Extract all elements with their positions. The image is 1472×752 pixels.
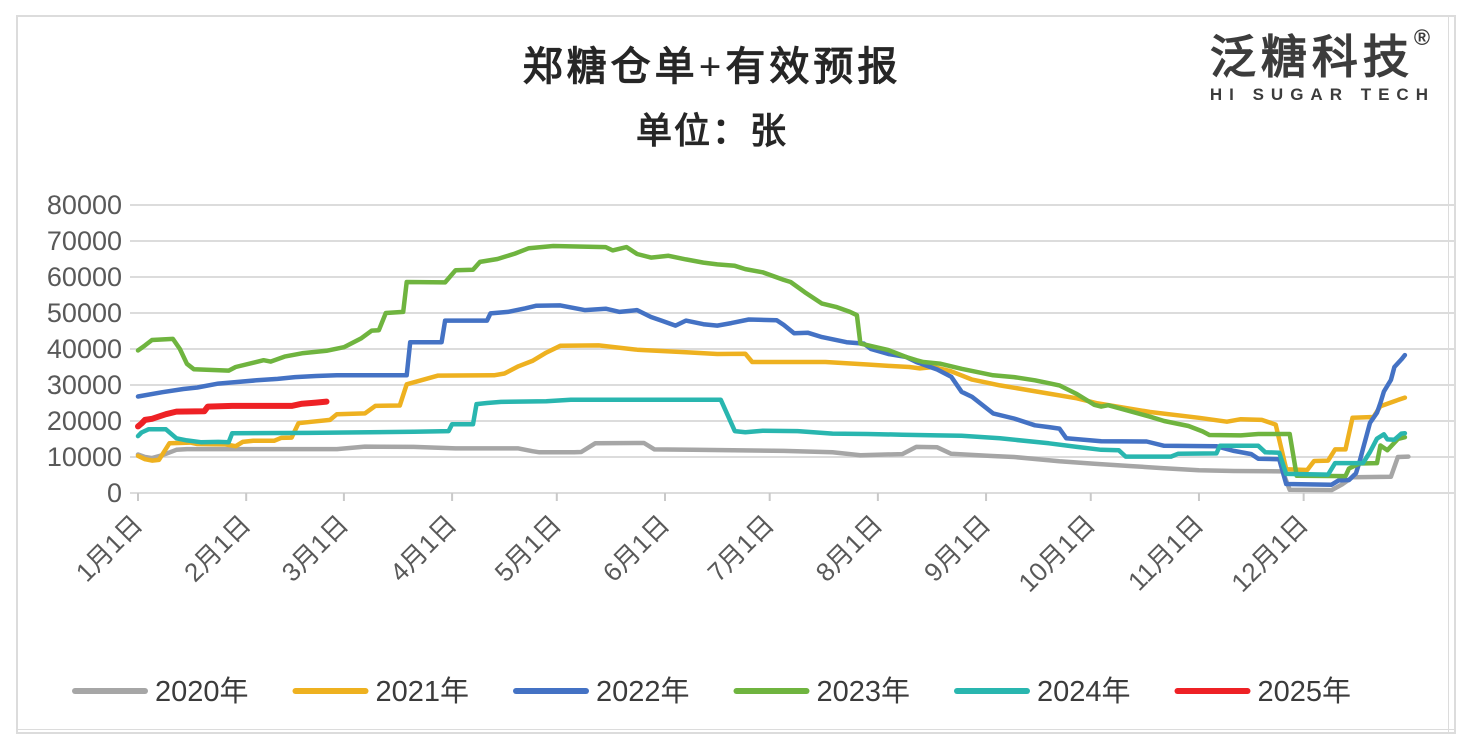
x-tick-label: 4月1日 — [384, 509, 462, 587]
series-line-2023年 — [135, 243, 1408, 479]
chart-unit-label: 单位：张 — [635, 111, 788, 151]
y-tick-label: 30000 — [47, 370, 122, 400]
x-tick-label: 3月1日 — [276, 509, 354, 587]
series-line-2024年 — [135, 397, 1408, 477]
x-tick-label: 9月1日 — [918, 509, 996, 587]
y-tick-label: 20000 — [47, 406, 122, 436]
brand-tagline: HI SUGAR TECH — [1209, 84, 1435, 104]
page-frame — [16, 15, 1456, 734]
x-tick-label: 2月1日 — [178, 509, 256, 587]
x-tick-label: 6月1日 — [597, 509, 675, 587]
legend-label-2020年: 2020年 — [155, 675, 249, 708]
y-tick-label: 70000 — [47, 226, 122, 256]
x-axis-ticks — [137, 493, 1305, 501]
y-tick-label: 0 — [107, 478, 122, 508]
series-lines — [135, 243, 1411, 493]
legend-label-2021年: 2021年 — [376, 675, 470, 708]
chart-title: 郑糖仓单+有效预报 — [522, 44, 902, 89]
x-tick-label: 11月1日 — [1122, 509, 1209, 596]
legend-label-2025年: 2025年 — [1258, 675, 1352, 708]
title-block: 郑糖仓单+有效预报 单位：张 — [352, 34, 1072, 154]
y-tick-label: 80000 — [47, 190, 122, 220]
y-axis-labels: 0 10000 20000 30000 40000 50000 60000 70000 8000… — [47, 190, 122, 508]
y-tick-label: 10000 — [47, 442, 122, 472]
x-tick-label: 8月1日 — [810, 509, 888, 587]
x-tick-label: 12月1日 — [1225, 509, 1314, 598]
legend-label-2022年: 2022年 — [596, 675, 690, 708]
brand-name: 泛糖科技 — [1209, 31, 1414, 83]
x-tick-label: 7月1日 — [701, 509, 779, 587]
x-tick-label: 10月1日 — [1012, 509, 1101, 598]
bottom-gutter-line — [17, 729, 1456, 730]
brand-logo: 泛糖科技® HI SUGAR TECH — [1209, 25, 1435, 105]
y-tick-label: 60000 — [47, 262, 122, 292]
y-tick-label: 50000 — [47, 298, 122, 328]
right-gutter-line — [1448, 16, 1449, 733]
registered-mark-icon: ® — [1413, 25, 1431, 50]
y-gridlines — [130, 204, 1455, 494]
y-tick-label: 40000 — [47, 334, 122, 364]
series-line-2025年 — [135, 398, 330, 430]
legend-label-2024年: 2024年 — [1037, 675, 1131, 708]
x-tick-label: 1月1日 — [70, 509, 148, 587]
legend: 2020年 2021年 2022年 2023年 2024年 2025年 — [72, 675, 1352, 708]
x-tick-label: 5月1日 — [489, 509, 567, 587]
legend-label-2023年: 2023年 — [817, 675, 911, 708]
x-axis-labels: 1月1日 2月1日 3月1日 4月1日 5月1日 6月1日 7月1日 8月1日 9月1日 10月1… — [70, 509, 1314, 598]
series-line-2021年 — [135, 343, 1408, 473]
